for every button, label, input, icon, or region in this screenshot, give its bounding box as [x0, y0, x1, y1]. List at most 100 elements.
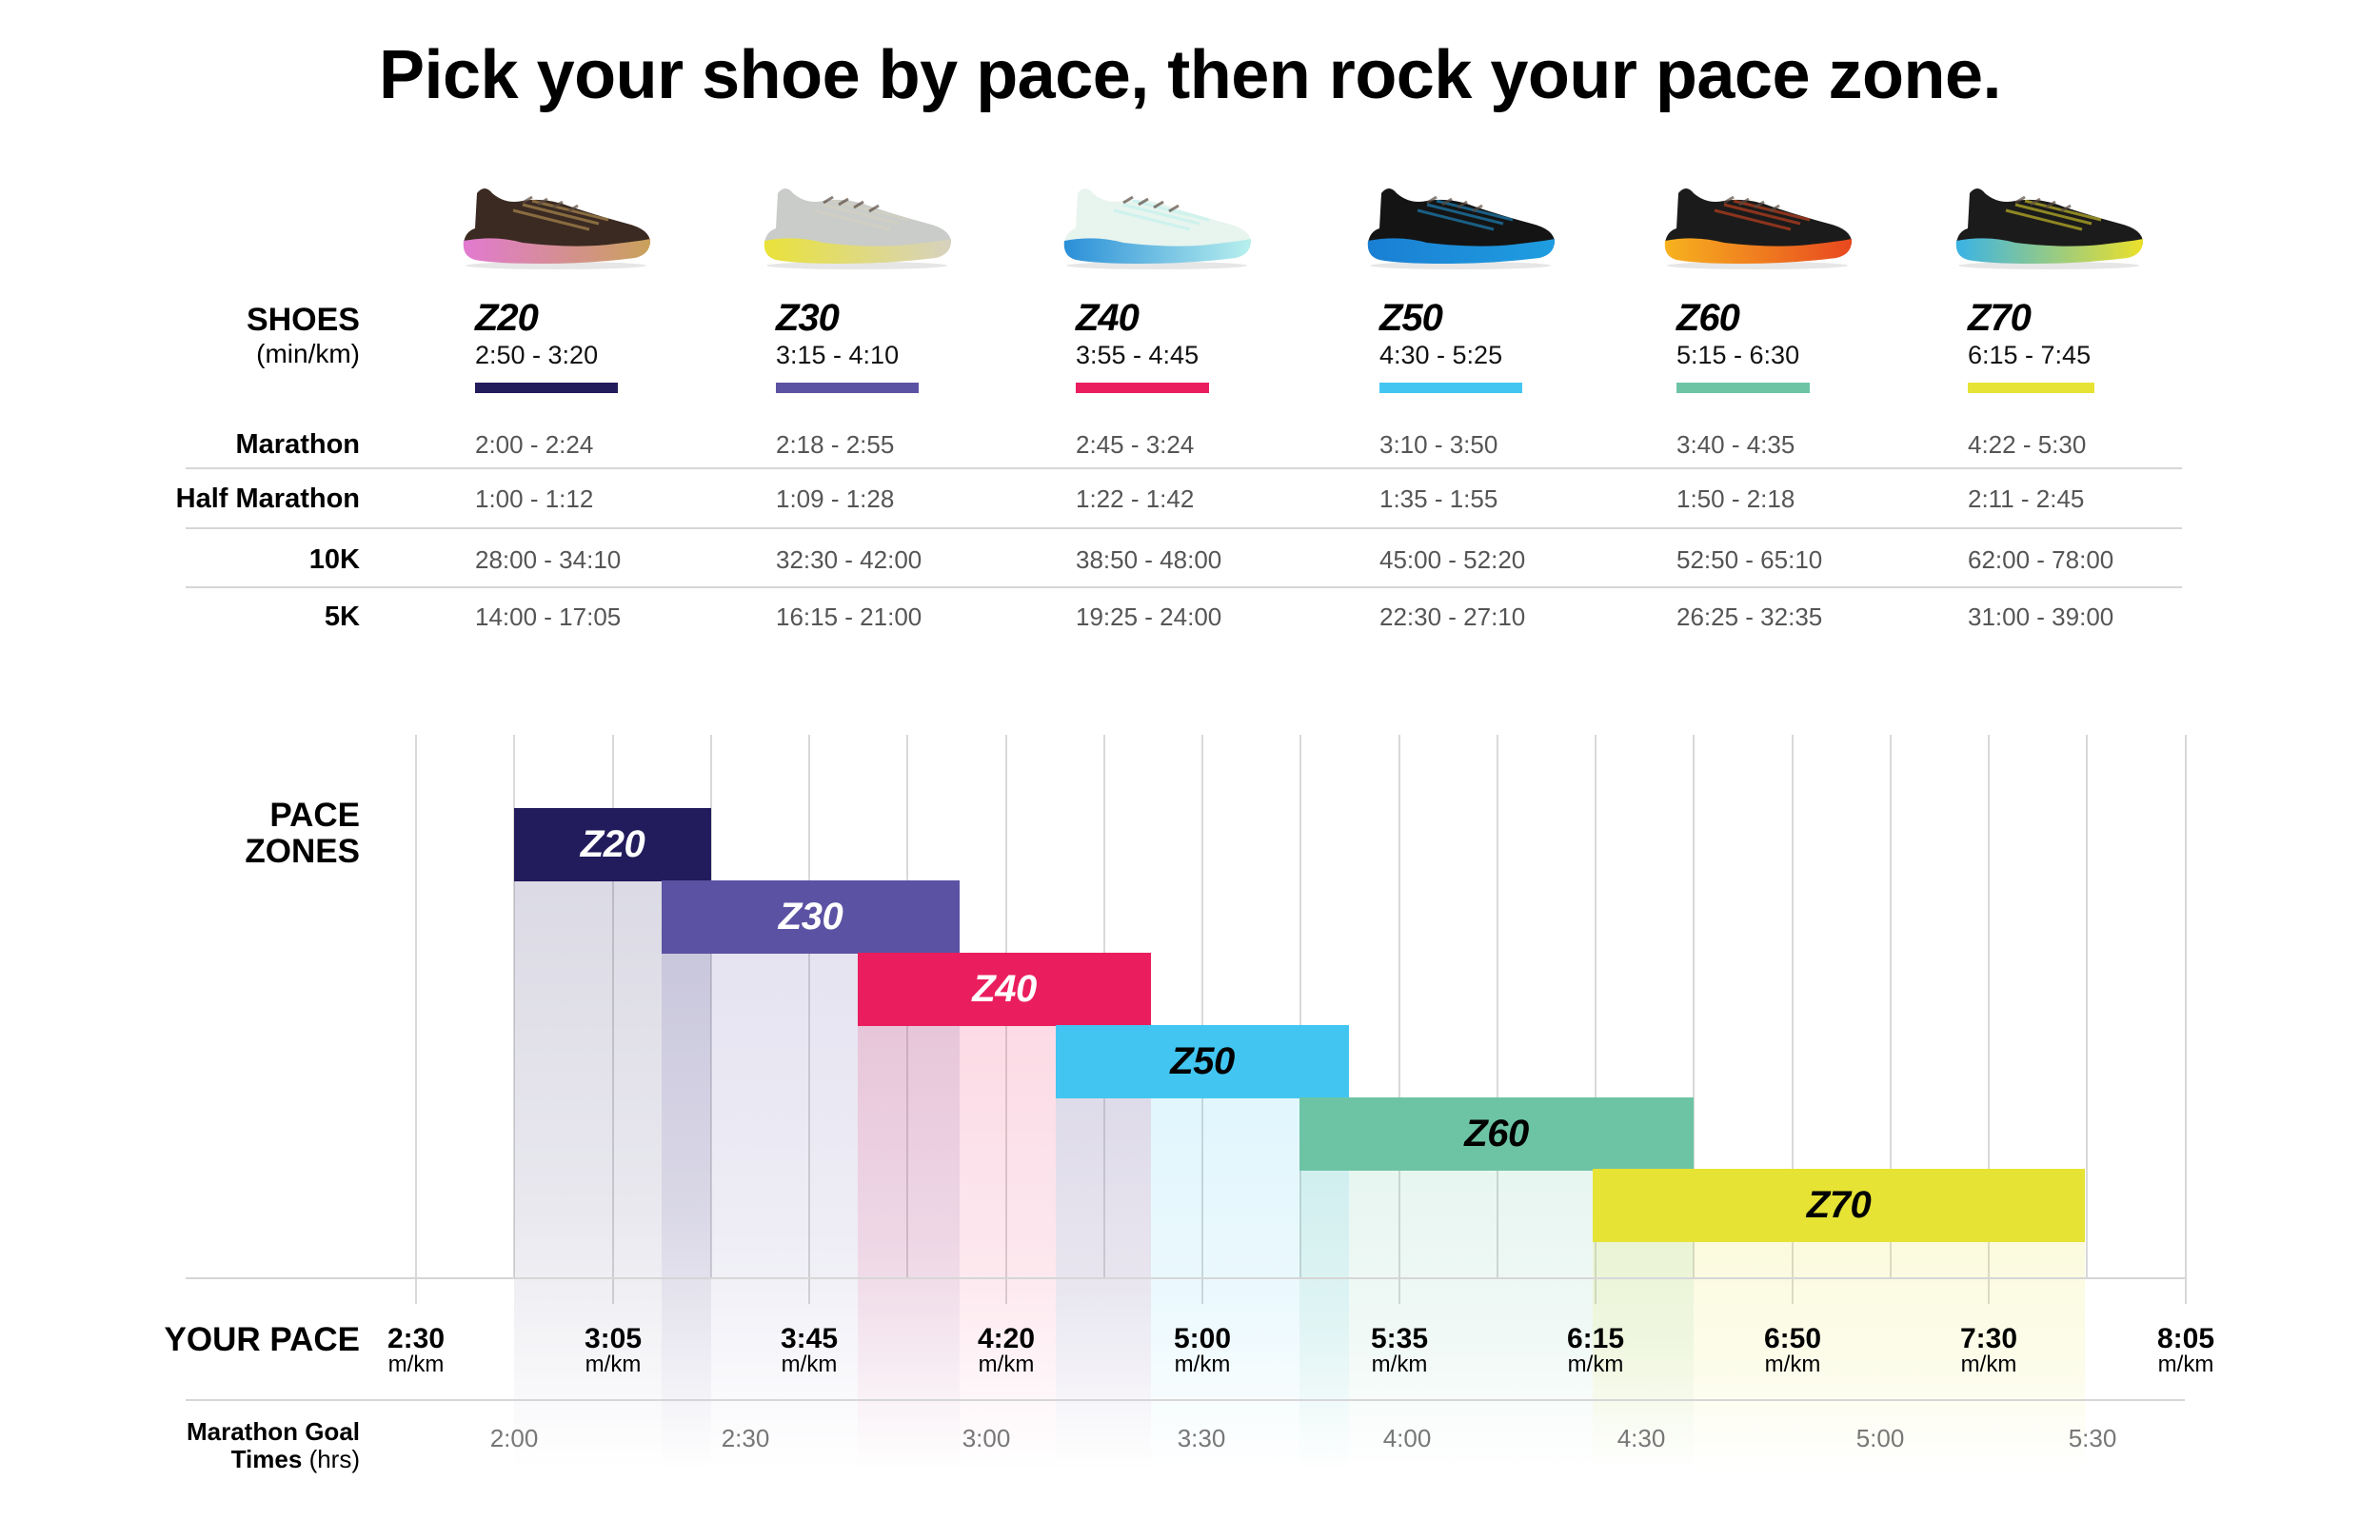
table-cell: 14:00 - 17:05: [475, 602, 622, 631]
pace-value: 3:45: [780, 1323, 839, 1354]
marathon-goal-time: 3:00: [962, 1424, 1011, 1452]
sneaker-icon: [463, 188, 651, 269]
zone-color-swatch: [1968, 383, 2094, 393]
table-cell: 31:00 - 39:00: [1968, 602, 2114, 631]
marathon-goal-label-line2: Times (hrs): [187, 1446, 360, 1473]
table-cell: 45:00 - 52:20: [1379, 545, 1526, 574]
shoe-image-z30: [757, 176, 957, 271]
pace-tick-line: [1398, 735, 1400, 1304]
pace-tick-label: 5:35 m/km: [1352, 1325, 1447, 1376]
zone-color-swatch: [1076, 383, 1209, 393]
marathon-goal-time: 4:00: [1382, 1424, 1432, 1452]
page-title: Pick your shoe by pace, then rock your p…: [378, 37, 2002, 113]
grid-line: [2086, 735, 2088, 1277]
marathon-goal-time: 5:00: [1855, 1424, 1905, 1452]
goal-label-unit: (hrs): [308, 1445, 360, 1473]
pace-value: 5:00: [1173, 1323, 1232, 1354]
pace-tick-label: 2:30 m/km: [368, 1325, 464, 1376]
zone-bar-z20: Z20: [514, 808, 711, 881]
table-cell: 1:09 - 1:28: [776, 484, 895, 513]
shoe-image-z70: [1949, 176, 2149, 271]
pace-tick-line: [415, 735, 417, 1304]
table-cell: 52:50 - 65:10: [1676, 545, 1823, 574]
pace-value: 7:30: [1959, 1323, 2018, 1354]
pace-unit: m/km: [781, 1352, 838, 1377]
shoe-name: Z70: [1968, 297, 2032, 339]
shoe-name: Z40: [1076, 297, 1140, 339]
shoe-name: Z50: [1379, 297, 1443, 339]
goal-times-divider: [186, 1399, 2185, 1401]
sneaker-icon: [1955, 188, 2144, 269]
zone-bar-z50: Z50: [1056, 1025, 1349, 1098]
shoe-pace-range: 4:30 - 5:25: [1379, 341, 1503, 369]
table-cell: 2:00 - 2:24: [475, 430, 594, 459]
zone-bar-z60: Z60: [1299, 1097, 1694, 1171]
pace-unit: m/km: [978, 1352, 1035, 1377]
zone-shadow-z30: [662, 953, 960, 1471]
pace-value: 3:05: [584, 1323, 643, 1354]
pace-tick-label: 6:15 m/km: [1548, 1325, 1643, 1376]
pace-value: 5:35: [1370, 1323, 1429, 1354]
marathon-goal-label: Marathon Goal Times (hrs): [187, 1418, 360, 1473]
grid-line: [1497, 735, 1498, 1277]
pace-unit: m/km: [585, 1352, 642, 1377]
zone-shadow-z70: [1593, 1241, 2085, 1471]
table-cell: 62:00 - 78:00: [1968, 545, 2114, 574]
shoe-name: Z30: [776, 297, 840, 339]
zone-shadow-z40: [858, 1025, 1151, 1471]
marathon-goal-time: 3:30: [1177, 1424, 1226, 1452]
pace-unit: m/km: [1567, 1352, 1624, 1377]
table-cell: 4:22 - 5:30: [1968, 430, 2087, 459]
row-label-0: Marathon: [235, 429, 361, 460]
shoe-pace-range: 3:15 - 4:10: [776, 341, 900, 369]
shoe-pace-range: 3:55 - 4:45: [1076, 341, 1200, 369]
marathon-goal-time: 2:30: [721, 1424, 770, 1452]
zone-color-swatch: [776, 383, 919, 393]
table-cell: 19:25 - 24:00: [1076, 602, 1222, 631]
table-cell: 1:00 - 1:12: [475, 484, 594, 513]
pace-tick-label: 4:20 m/km: [959, 1325, 1054, 1376]
shoe-name: Z60: [1676, 297, 1740, 339]
pace-tick-line: [1988, 735, 1990, 1304]
pace-zones-label: PACE ZONES: [245, 798, 360, 870]
table-cell: 38:50 - 48:00: [1076, 545, 1222, 574]
marathon-goal-time: 4:30: [1616, 1424, 1666, 1452]
table-row-divider: [186, 527, 2182, 529]
zone-bar-label: Z60: [1464, 1113, 1529, 1155]
pace-tick-line: [808, 735, 810, 1304]
zone-bar-label: Z70: [1806, 1184, 1872, 1226]
shoe-image-z50: [1360, 176, 1560, 271]
zone-color-swatch: [1379, 383, 1522, 393]
table-cell: 22:30 - 27:10: [1379, 602, 1526, 631]
zone-bar-z30: Z30: [662, 880, 960, 954]
table-cell: 2:45 - 3:24: [1076, 430, 1195, 459]
grid-line: [1890, 735, 1892, 1277]
grid-line: [1299, 735, 1301, 1277]
pace-tick-label: 5:00 m/km: [1155, 1325, 1250, 1376]
sneaker-icon: [764, 188, 952, 269]
zone-bar-label: Z20: [580, 823, 645, 865]
table-cell: 3:10 - 3:50: [1379, 430, 1498, 459]
pace-tick-label: 8:05 m/km: [2138, 1325, 2233, 1376]
table-row-divider: [186, 586, 2182, 588]
table-cell: 26:25 - 32:35: [1676, 602, 1823, 631]
shoes-section-label: SHOES: [246, 302, 360, 338]
zone-shadow-z20: [514, 880, 711, 1471]
sneaker-icon: [1063, 188, 1252, 269]
shoes-unit-label: (min/km): [256, 339, 360, 368]
shoe-pace-range: 6:15 - 7:45: [1968, 341, 2092, 369]
table-cell: 1:22 - 1:42: [1076, 484, 1195, 513]
your-pace-label: YOUR PACE: [164, 1321, 361, 1358]
row-label-2: 10K: [308, 544, 360, 575]
table-cell: 28:00 - 34:10: [475, 545, 622, 574]
pace-value: 8:05: [2156, 1323, 2215, 1354]
pace-tick-line: [612, 735, 614, 1304]
marathon-goal-time: 5:30: [2068, 1424, 2117, 1452]
table-cell: 2:18 - 2:55: [776, 430, 895, 459]
pace-zones-label-line1: PACE: [269, 797, 360, 834]
shoe-name: Z20: [475, 297, 539, 339]
sneaker-icon: [1367, 188, 1556, 269]
table-cell: 1:50 - 2:18: [1676, 484, 1795, 513]
table-cell: 1:35 - 1:55: [1379, 484, 1498, 513]
grid-line: [513, 735, 515, 1277]
